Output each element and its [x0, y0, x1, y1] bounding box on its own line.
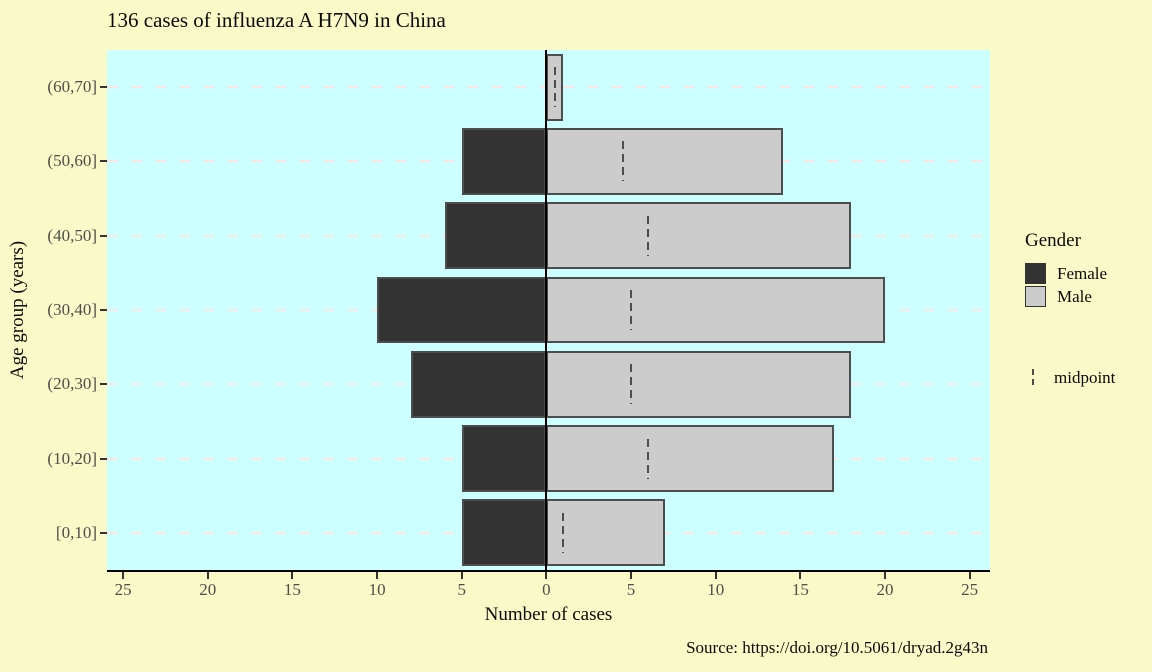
y-axis-tick: [100, 457, 107, 460]
source-note: Source: https://doi.org/10.5061/dryad.2g…: [686, 638, 988, 657]
x-axis-tick-label: 15: [791, 580, 809, 599]
x-axis-tick-label: 15: [283, 580, 301, 599]
y-axis-tick: [100, 86, 107, 89]
x-axis-tick-label: 5: [626, 580, 636, 599]
legend-item-male: Male: [1025, 285, 1145, 308]
bar-female-5: [461, 425, 547, 492]
x-axis-tick: [630, 572, 633, 579]
gender-legend: Gender Female Male: [1025, 230, 1145, 308]
midpoint-marker: [621, 141, 624, 182]
legend-swatch-male: [1025, 286, 1046, 307]
x-axis-tick: [968, 572, 971, 579]
bar-male-1: [546, 128, 784, 195]
bar-female-2: [444, 202, 547, 270]
x-axis-tick: [206, 572, 209, 579]
x-axis-tick: [714, 572, 717, 579]
midpoint-marker: [646, 438, 649, 479]
y-axis-tick: [100, 160, 107, 163]
midpoint-legend-label: midpoint: [1054, 368, 1116, 387]
x-axis-tick-label: 25: [114, 580, 132, 599]
legend-label: Male: [1057, 286, 1092, 306]
x-axis-tick-label: 5: [457, 580, 466, 599]
bar-female-6: [461, 499, 547, 567]
x-axis-tick: [376, 572, 379, 579]
x-axis-tick-label: 0: [542, 580, 551, 599]
bar-female-3: [377, 276, 547, 344]
midpoint-marker: [553, 67, 556, 108]
plot-panel: [107, 50, 990, 570]
x-axis-tick: [122, 572, 125, 579]
midpoint-marker: [646, 215, 649, 256]
bar-female-1: [461, 128, 547, 195]
y-axis-tick-label: (20,30]: [47, 374, 97, 394]
x-axis-tick-label: 20: [876, 580, 894, 599]
midpoint-marker: [630, 290, 633, 330]
midpoint-legend: midpoint: [1025, 368, 1115, 388]
x-axis-tick: [884, 572, 887, 579]
midpoint-dashed-line-icon: [1032, 369, 1034, 387]
x-axis-tick: [545, 572, 548, 579]
x-axis-tick-label: 10: [368, 580, 386, 599]
legend-items: Female Male: [1025, 262, 1145, 308]
x-axis-tick: [799, 572, 802, 579]
bar-male-6: [546, 499, 665, 567]
y-axis-tick: [100, 234, 107, 237]
zero-axis-line: [545, 50, 548, 570]
bar-male-5: [546, 425, 835, 492]
y-axis-tick-label: (30,40]: [47, 300, 97, 319]
x-axis-tick: [460, 572, 463, 579]
legend-label: Female: [1057, 263, 1108, 283]
x-axis-line: [107, 570, 990, 572]
y-axis-title: Age group (years): [7, 240, 28, 380]
legend-swatch-female: [1025, 263, 1046, 284]
x-axis-title: Number of cases: [484, 604, 613, 625]
midpoint-marker: [562, 512, 565, 553]
legend-item-female: Female: [1025, 262, 1145, 285]
legend-title: Gender: [1025, 230, 1081, 251]
y-axis-tick-label: (40,50]: [47, 225, 97, 245]
y-axis-tick-label: (10,20]: [47, 448, 97, 468]
bar-female-4: [410, 350, 547, 418]
y-axis-tick-label: (60,70]: [47, 77, 97, 97]
y-axis-tick: [100, 531, 107, 534]
x-axis-tick-label: 10: [707, 580, 725, 599]
bar-male-2: [546, 202, 852, 270]
y-axis-tick: [100, 309, 107, 311]
x-axis-tick: [291, 572, 294, 579]
x-axis-ticks: 25 20 15 10 5 0 5 10 15 20 25: [107, 570, 990, 610]
bar-male-3: [546, 276, 885, 344]
x-axis-tick-label: 25: [961, 580, 979, 599]
y-axis-tick-label: [0,10]: [55, 522, 97, 542]
y-axis-tick: [100, 383, 107, 386]
chart-title: 136 cases of influenza A H7N9 in China: [107, 8, 446, 32]
midpoint-marker: [630, 364, 633, 405]
bar-male-4: [546, 350, 852, 418]
y-axis-tick-label: (50,60]: [47, 151, 97, 171]
y-axis-tick-labels: (60,70] (50,60] (40,50] (30,40] (20,30] (10,2…: [0, 50, 97, 570]
x-axis-tick-label: 20: [199, 580, 217, 599]
